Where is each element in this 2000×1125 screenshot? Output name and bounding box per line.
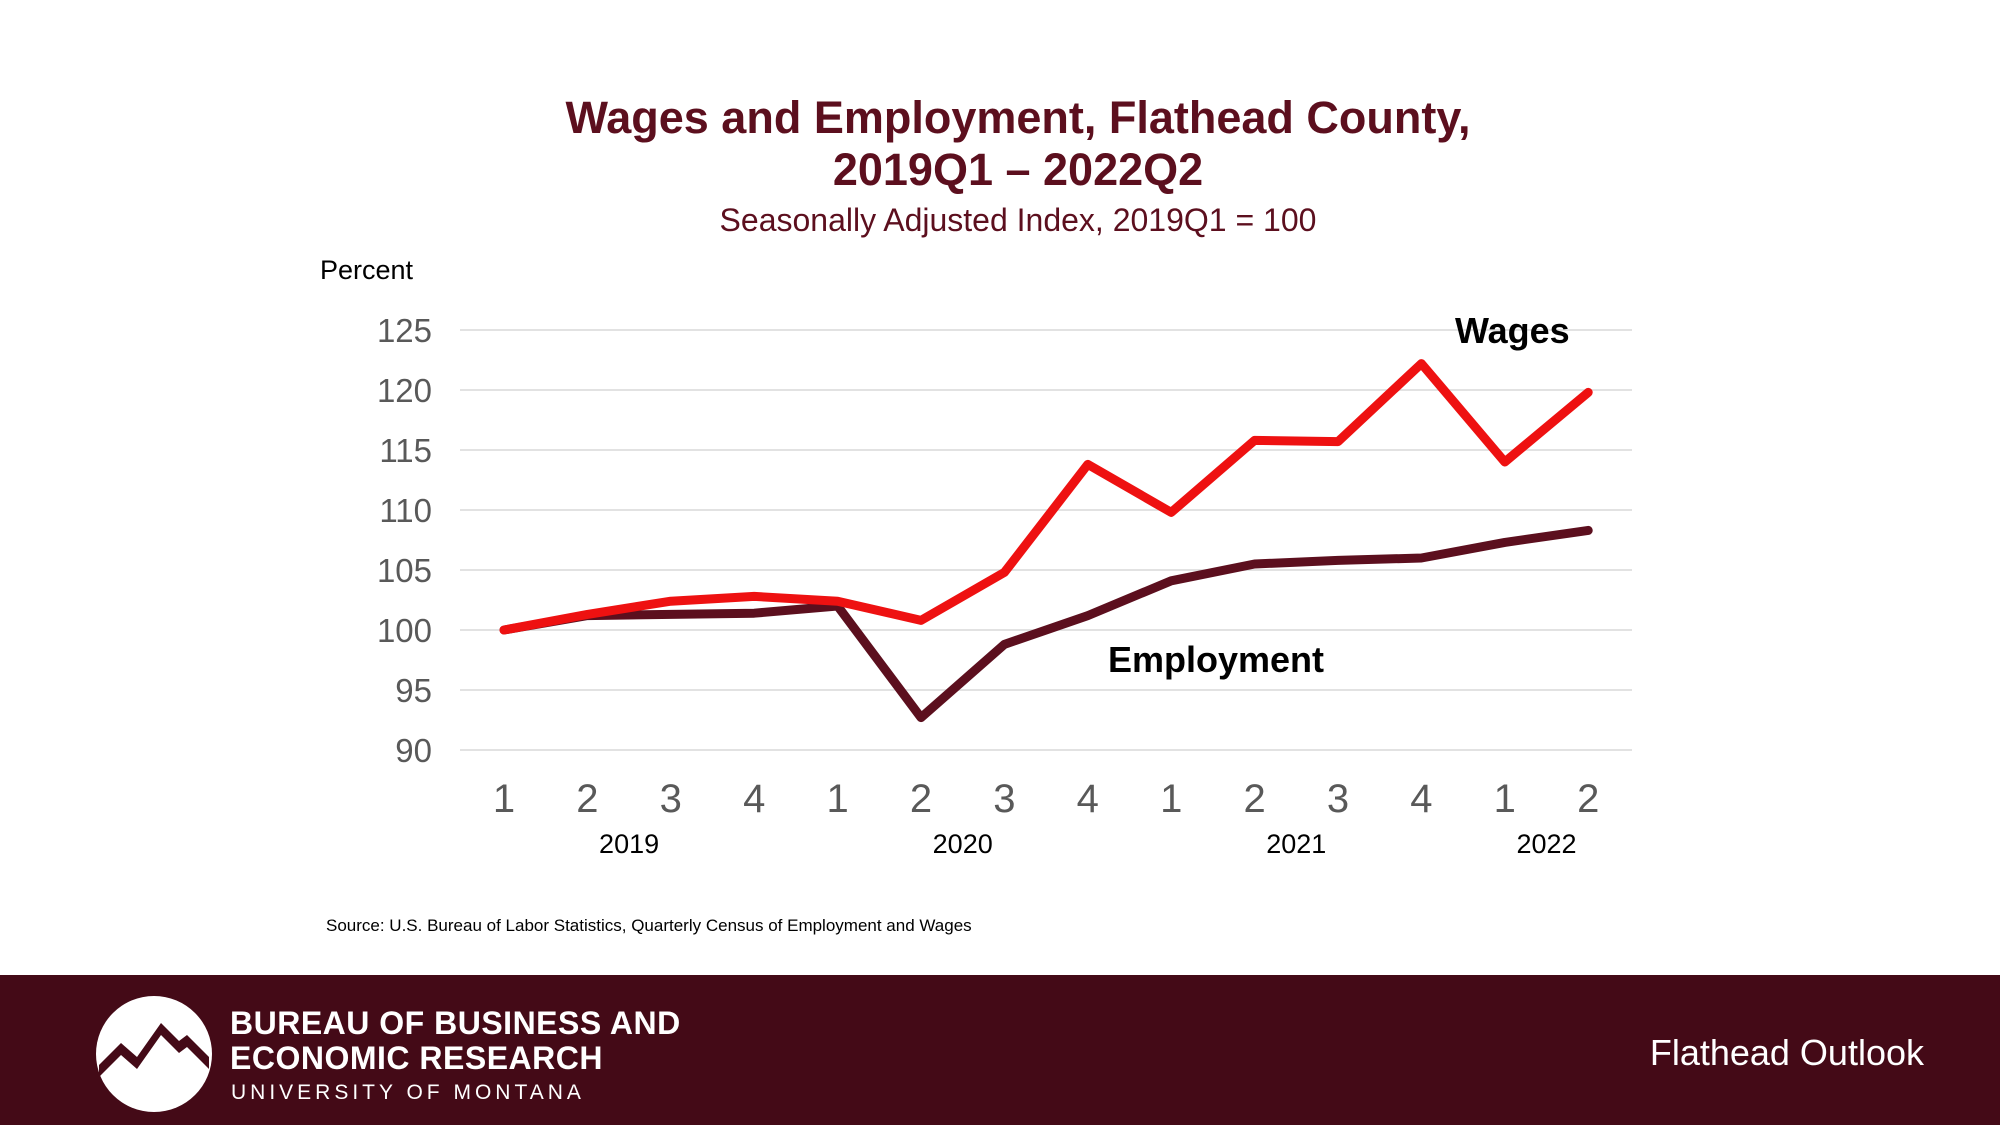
chart-title-line1: Wages and Employment, Flathead County, [565, 92, 1471, 143]
footer-bar: BUREAU OF BUSINESS AND ECONOMIC RESEARCH… [0, 975, 2000, 1125]
footer-right-label: Flathead Outlook [1649, 1032, 1924, 1073]
mountain-logo-icon [95, 995, 213, 1118]
x-tick-label: 4 [1077, 777, 1099, 821]
org-name-line3: UNIVERSITY OF MONTANA [231, 1081, 585, 1104]
x-tick-label: 1 [826, 777, 848, 821]
x-year-label: 2020 [933, 829, 993, 859]
x-tick-label: 3 [660, 777, 682, 821]
line-chart: Percent 90 95 100 105 110 115 120 125 1 2 3 4 1 2 3 4 1 2 3… [320, 255, 1632, 859]
x-tick-label: 4 [743, 777, 765, 821]
x-tick-label: 3 [993, 777, 1015, 821]
x-tick-label: 4 [1410, 777, 1432, 821]
x-year-label: 2022 [1516, 829, 1576, 859]
series-label-wages: Wages [1455, 310, 1570, 351]
y-tick-label: 120 [377, 372, 432, 409]
source-note: Source: U.S. Bureau of Labor Statistics,… [326, 916, 972, 935]
x-tick-label: 2 [576, 777, 598, 821]
chart-subtitle: Seasonally Adjusted Index, 2019Q1 = 100 [719, 202, 1317, 238]
chart-title-line2: 2019Q1 – 2022Q2 [832, 144, 1204, 195]
x-tick-label: 1 [493, 777, 515, 821]
y-tick-label: 115 [379, 432, 432, 469]
org-name-line1: BUREAU OF BUSINESS AND [230, 1005, 681, 1041]
series-label-employment: Employment [1108, 639, 1324, 680]
series-line-wages [499, 359, 1593, 635]
chart-title: Wages and Employment, Flathead County, 2… [0, 92, 2000, 196]
y-tick-label: 90 [395, 732, 432, 769]
x-tick-label: 3 [1327, 777, 1349, 821]
series-line-employment [499, 525, 1593, 723]
x-tick-label: 2 [1577, 777, 1599, 821]
y-tick-label: 125 [377, 312, 432, 349]
y-axis-title: Percent [320, 255, 414, 285]
y-tick-label: 100 [377, 612, 432, 649]
y-tick-label: 105 [377, 552, 432, 589]
x-tick-label: 2 [1243, 777, 1265, 821]
x-tick-label: 2 [910, 777, 932, 821]
y-tick-label: 95 [395, 672, 432, 709]
x-year-label: 2019 [599, 829, 659, 859]
x-year-label: 2021 [1266, 829, 1326, 859]
x-tick-label: 1 [1494, 777, 1516, 821]
org-name-line2: ECONOMIC RESEARCH [230, 1040, 603, 1076]
y-tick-label: 110 [379, 492, 432, 529]
x-tick-label: 1 [1160, 777, 1182, 821]
